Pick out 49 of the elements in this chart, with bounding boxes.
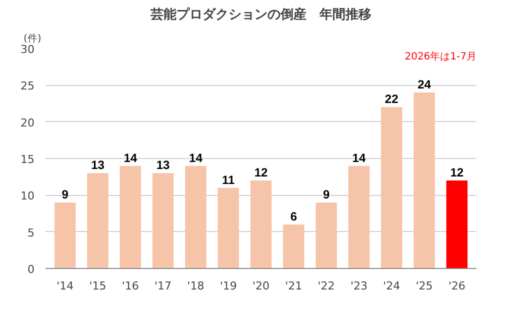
x-tick-label: '26 bbox=[448, 280, 466, 292]
x-tick-label: '18 bbox=[187, 280, 204, 292]
x-tick-label: '14 bbox=[56, 280, 74, 292]
data-label: 14 bbox=[124, 150, 138, 165]
x-tick-label: '16 bbox=[122, 280, 139, 292]
bar bbox=[283, 224, 304, 268]
data-label: 24 bbox=[418, 78, 432, 92]
y-tick-label: 0 bbox=[28, 263, 34, 276]
data-label: 14 bbox=[352, 150, 366, 165]
x-tick-label: '20 bbox=[252, 280, 270, 292]
y-tick-label: 25 bbox=[20, 80, 35, 93]
bar bbox=[414, 92, 435, 268]
data-label: 9 bbox=[322, 188, 330, 202]
data-label: 12 bbox=[450, 166, 464, 180]
bar bbox=[446, 180, 468, 268]
data-label: 12 bbox=[254, 166, 268, 180]
bar bbox=[348, 166, 370, 268]
y-tick-label: 30 bbox=[20, 43, 35, 56]
bar bbox=[185, 166, 206, 268]
bar bbox=[316, 202, 337, 268]
x-tick-label: '19 bbox=[220, 280, 237, 292]
x-tick-label: '22 bbox=[318, 280, 335, 292]
data-label: 9 bbox=[62, 188, 69, 202]
x-tick-label: '24 bbox=[383, 280, 400, 292]
data-label: 22 bbox=[384, 92, 399, 106]
bar bbox=[152, 173, 174, 268]
y-tick-label: 5 bbox=[28, 226, 34, 240]
bar bbox=[120, 166, 142, 268]
data-label: 14 bbox=[189, 150, 203, 165]
y-axis-title: (件) bbox=[24, 34, 42, 44]
x-tick-label: '23 bbox=[350, 280, 368, 292]
bar bbox=[54, 202, 76, 268]
y-tick-label: 10 bbox=[20, 190, 35, 203]
data-label: 13 bbox=[156, 158, 170, 172]
bar bbox=[380, 107, 402, 268]
y-tick-label: 20 bbox=[20, 116, 35, 130]
data-label: 13 bbox=[91, 158, 105, 172]
bar bbox=[87, 173, 108, 268]
x-tick-label: '15 bbox=[89, 280, 106, 292]
bar bbox=[218, 188, 239, 268]
y-tick-label: 15 bbox=[20, 153, 35, 166]
data-label: 11 bbox=[222, 172, 236, 187]
bar bbox=[250, 180, 272, 268]
chart-title: 芸能プロダクションの倒産 年間推移 bbox=[150, 6, 372, 22]
x-tick-label: '25 bbox=[416, 280, 433, 292]
annotation: 2026年は1-7月 bbox=[404, 50, 477, 62]
x-tick-label: '21 bbox=[285, 280, 302, 292]
x-tick-label: '17 bbox=[154, 280, 172, 292]
data-label: 6 bbox=[290, 210, 298, 224]
